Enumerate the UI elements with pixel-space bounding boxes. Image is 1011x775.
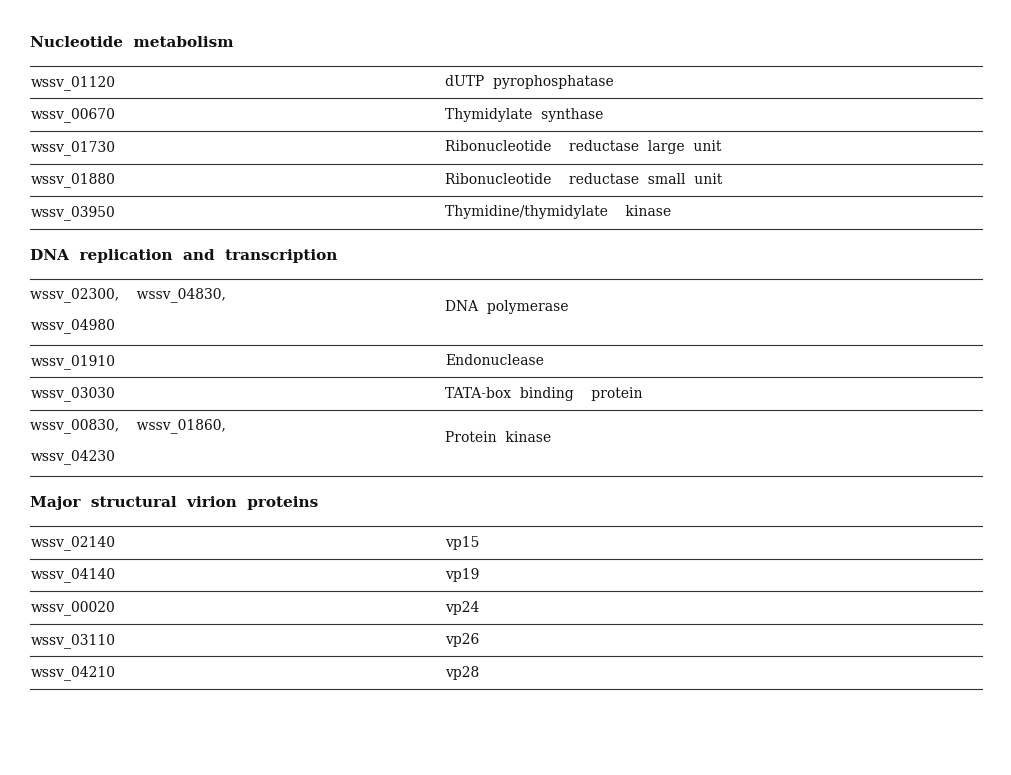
Text: Nucleotide  metabolism: Nucleotide metabolism: [30, 36, 234, 50]
Text: Thymidylate  synthase: Thymidylate synthase: [445, 108, 603, 122]
Text: dUTP  pyrophosphatase: dUTP pyrophosphatase: [445, 75, 614, 89]
Text: vp15: vp15: [445, 536, 479, 549]
Text: wssv_00670: wssv_00670: [30, 107, 115, 122]
Text: TATA-box  binding    protein: TATA-box binding protein: [445, 387, 642, 401]
Text: wssv_04140: wssv_04140: [30, 567, 115, 583]
Text: wssv_04230: wssv_04230: [30, 449, 115, 464]
Text: Major  structural  virion  proteins: Major structural virion proteins: [30, 497, 318, 511]
Text: wssv_00020: wssv_00020: [30, 600, 115, 615]
Text: vp24: vp24: [445, 601, 479, 615]
Text: wssv_03030: wssv_03030: [30, 386, 115, 401]
Text: DNA  replication  and  transcription: DNA replication and transcription: [30, 250, 338, 264]
Text: wssv_04980: wssv_04980: [30, 319, 115, 333]
Text: Thymidine/thymidylate    kinase: Thymidine/thymidylate kinase: [445, 205, 670, 219]
Text: wssv_01120: wssv_01120: [30, 74, 115, 90]
Text: Ribonucleotide    reductase  large  unit: Ribonucleotide reductase large unit: [445, 140, 721, 154]
Text: vp19: vp19: [445, 568, 479, 582]
Text: wssv_00830,    wssv_01860,: wssv_00830, wssv_01860,: [30, 418, 226, 432]
Text: vp28: vp28: [445, 666, 479, 680]
Text: wssv_03950: wssv_03950: [30, 205, 115, 220]
Text: wssv_01880: wssv_01880: [30, 172, 115, 188]
Text: Protein  kinase: Protein kinase: [445, 431, 551, 445]
Text: vp26: vp26: [445, 633, 479, 647]
Text: DNA  polymerase: DNA polymerase: [445, 300, 568, 314]
Text: wssv_02300,    wssv_04830,: wssv_02300, wssv_04830,: [30, 287, 226, 301]
Text: Ribonucleotide    reductase  small  unit: Ribonucleotide reductase small unit: [445, 173, 722, 187]
Text: wssv_02140: wssv_02140: [30, 535, 115, 550]
Text: Endonuclease: Endonuclease: [445, 354, 544, 368]
Text: wssv_01910: wssv_01910: [30, 353, 115, 369]
Text: wssv_01730: wssv_01730: [30, 140, 115, 155]
Text: wssv_04210: wssv_04210: [30, 665, 115, 680]
Text: wssv_03110: wssv_03110: [30, 632, 115, 648]
